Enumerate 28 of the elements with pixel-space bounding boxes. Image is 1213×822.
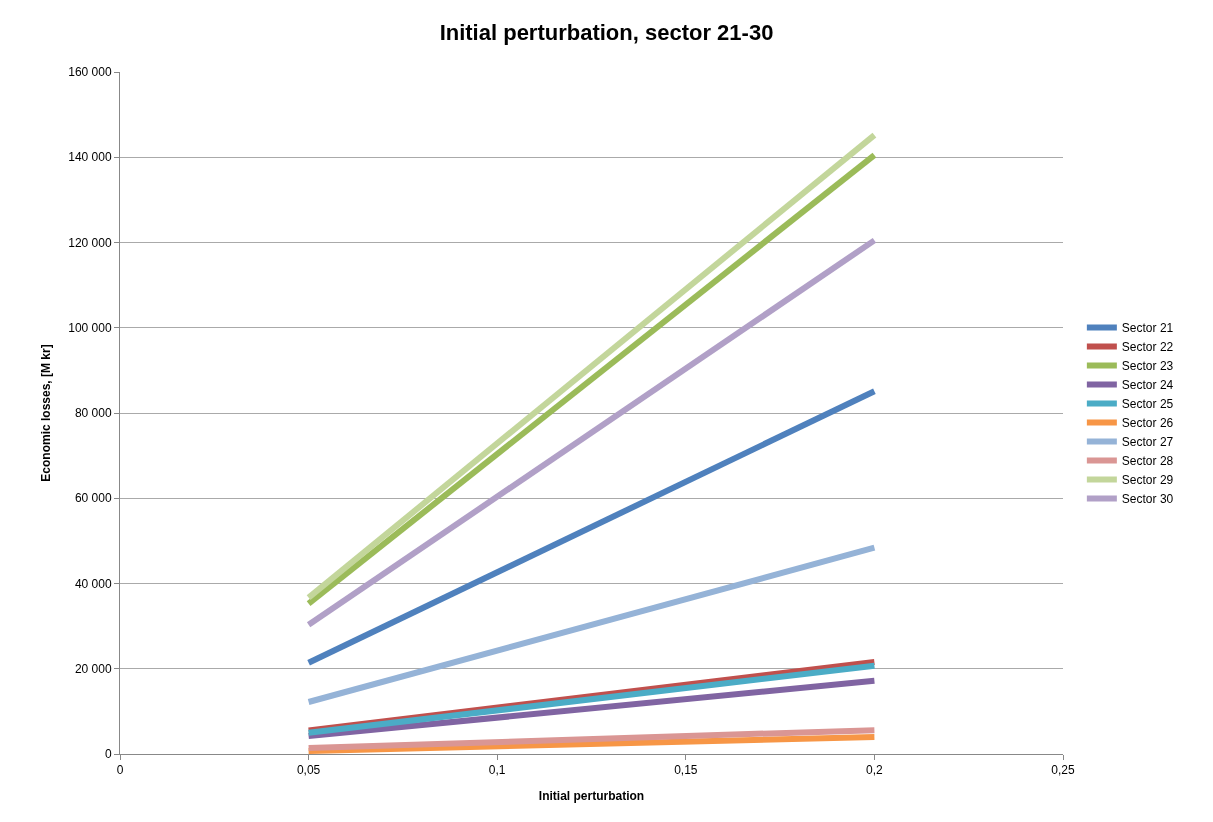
x-tick-label: 0,25 — [1051, 763, 1075, 778]
x-tick-label: 0,2 — [866, 763, 884, 778]
x-axis-title: Initial perturbation — [538, 789, 645, 804]
y-tick-label: 0 — [104, 747, 112, 762]
y-tick-label: 20 000 — [74, 661, 112, 676]
legend-label: Sector 29 — [1121, 473, 1174, 488]
x-tick-label: 0,05 — [296, 763, 321, 778]
y-tick-label: 40 000 — [74, 576, 112, 591]
x-tick-label: 0 — [116, 763, 124, 778]
legend-label: Sector 25 — [1121, 397, 1174, 412]
legend-label: Sector 21 — [1121, 321, 1174, 336]
y-axis-title: Economic losses, [M kr] — [38, 344, 53, 482]
legend-label: Sector 22 — [1121, 340, 1174, 355]
y-tick-label: 100 000 — [68, 320, 112, 335]
legend-label: Sector 23 — [1121, 359, 1174, 374]
legend-label: Sector 28 — [1121, 454, 1174, 469]
y-tick-label: 80 000 — [74, 406, 112, 421]
legend-label: Sector 24 — [1121, 378, 1174, 393]
legend-label: Sector 26 — [1121, 416, 1174, 431]
y-tick-label: 140 000 — [68, 150, 112, 165]
legend-label: Sector 27 — [1121, 435, 1174, 450]
x-tick-label: 0,15 — [674, 763, 698, 778]
y-tick-label: 120 000 — [68, 235, 112, 250]
chart-title: Initial perturbation, sector 21-30 — [439, 20, 774, 46]
legend-label: Sector 30 — [1121, 492, 1174, 507]
x-tick-label: 0,1 — [488, 763, 506, 778]
y-tick-label: 60 000 — [74, 491, 112, 506]
y-tick-label: 160 000 — [68, 65, 112, 80]
